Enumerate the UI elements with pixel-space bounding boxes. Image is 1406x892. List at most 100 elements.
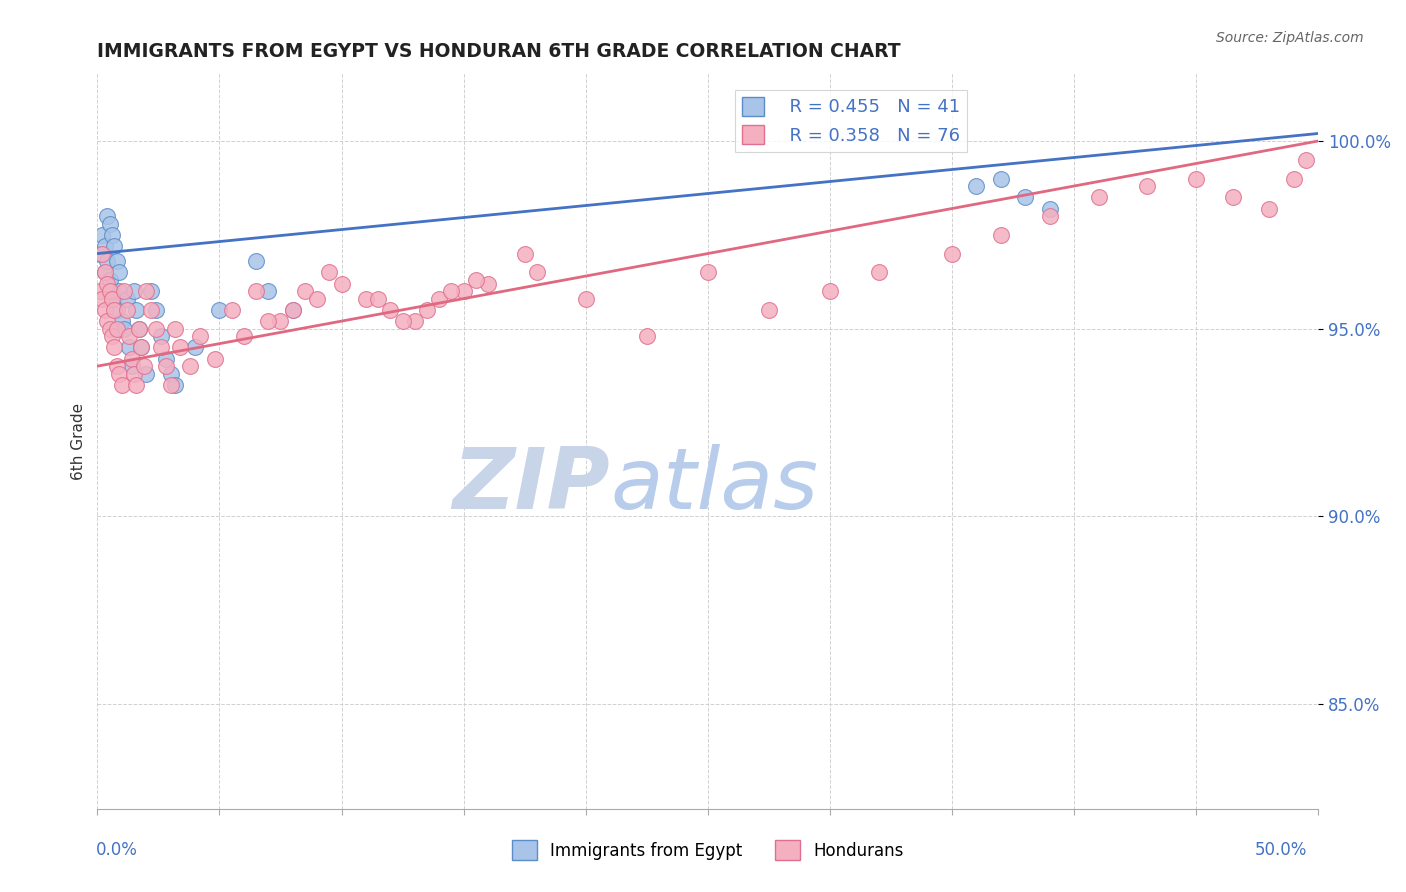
Text: 0.0%: 0.0% [96, 841, 138, 859]
Point [93, 265, 115, 279]
Point [115, 292, 138, 306]
Point [1039, 209, 1062, 223]
Point [125, 302, 148, 317]
Point [96, 314, 118, 328]
Point [257, 284, 280, 298]
Point [108, 265, 131, 279]
Point [93, 302, 115, 317]
Point [307, 292, 329, 306]
Point [128, 321, 150, 335]
Point [179, 359, 201, 373]
Point [108, 284, 131, 298]
Point [165, 378, 187, 392]
Point [330, 277, 353, 291]
Point [294, 284, 316, 298]
Point [155, 359, 177, 373]
Point [1295, 153, 1317, 167]
Point [89, 246, 111, 260]
Point [122, 367, 145, 381]
Point [159, 378, 181, 392]
Point [155, 351, 177, 366]
Point [159, 367, 181, 381]
Point [169, 340, 191, 354]
Point [440, 284, 463, 298]
Point [128, 321, 150, 335]
Point [139, 302, 162, 317]
Point [427, 292, 450, 306]
Point [135, 284, 157, 298]
Point [122, 284, 145, 298]
Point [108, 367, 131, 381]
Point [91, 227, 114, 242]
Point [93, 239, 115, 253]
Point [105, 359, 128, 373]
Point [526, 265, 548, 279]
Point [636, 329, 658, 343]
Point [245, 284, 267, 298]
Point [1258, 202, 1281, 216]
Point [105, 254, 128, 268]
Point [1185, 171, 1208, 186]
Point [184, 340, 207, 354]
Point [101, 329, 124, 343]
Point [990, 171, 1012, 186]
Point [96, 254, 118, 268]
Point [318, 265, 340, 279]
Point [416, 302, 439, 317]
Point [941, 246, 963, 260]
Point [103, 340, 125, 354]
Point [1014, 190, 1036, 204]
Point [281, 302, 304, 317]
Legend:   R = 0.455   N = 41,   R = 0.358   N = 76: R = 0.455 N = 41, R = 0.358 N = 76 [735, 90, 967, 152]
Point [131, 340, 153, 354]
Point [208, 302, 231, 317]
Point [453, 284, 475, 298]
Text: ZIP: ZIP [453, 444, 610, 527]
Point [1039, 202, 1062, 216]
Point [758, 302, 780, 317]
Y-axis label: 6th Grade: 6th Grade [72, 402, 86, 480]
Point [354, 292, 377, 306]
Point [575, 292, 598, 306]
Point [257, 314, 280, 328]
Point [121, 351, 143, 366]
Point [103, 302, 125, 317]
Point [990, 227, 1012, 242]
Point [101, 292, 124, 306]
Text: Source: ZipAtlas.com: Source: ZipAtlas.com [1216, 31, 1364, 45]
Point [125, 378, 148, 392]
Point [98, 217, 121, 231]
Point [965, 179, 987, 194]
Point [404, 314, 426, 328]
Point [91, 246, 114, 260]
Text: 50.0%: 50.0% [1256, 841, 1308, 859]
Point [96, 277, 118, 291]
Point [91, 292, 114, 306]
Point [221, 302, 243, 317]
Point [232, 329, 254, 343]
Point [477, 277, 499, 291]
Point [98, 284, 121, 298]
Point [93, 265, 115, 279]
Point [149, 329, 172, 343]
Text: atlas: atlas [610, 444, 818, 527]
Point [513, 246, 536, 260]
Point [391, 314, 413, 328]
Point [112, 321, 135, 335]
Point [269, 314, 291, 328]
Point [149, 340, 172, 354]
Point [1136, 179, 1159, 194]
Point [1222, 190, 1244, 204]
Point [111, 378, 134, 392]
Point [868, 265, 890, 279]
Point [115, 302, 138, 317]
Point [135, 367, 157, 381]
Point [112, 284, 135, 298]
Point [96, 209, 118, 223]
Point [188, 329, 211, 343]
Point [1087, 190, 1109, 204]
Point [818, 284, 841, 298]
Point [121, 359, 143, 373]
Point [111, 314, 134, 328]
Point [380, 302, 402, 317]
